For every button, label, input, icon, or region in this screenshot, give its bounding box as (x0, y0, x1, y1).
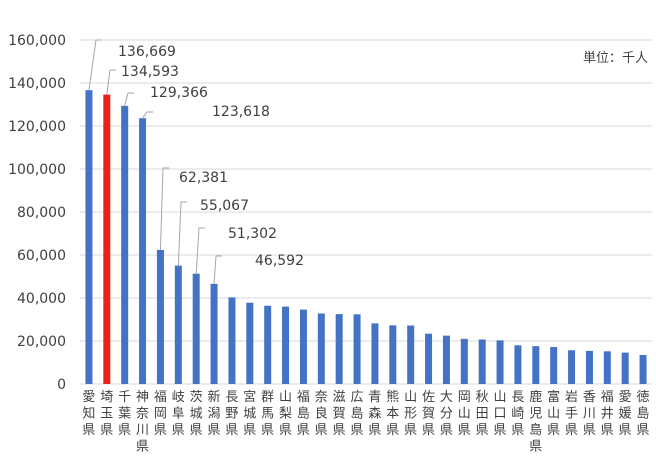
x-category-label: 山形県 (404, 390, 417, 438)
callout-line (177, 201, 187, 266)
bar (514, 345, 522, 384)
x-category-label: 福島県 (297, 390, 310, 438)
callout-line (159, 167, 169, 250)
bar (317, 313, 325, 384)
bar (532, 346, 540, 384)
x-category-label: 奈良県 (315, 390, 328, 438)
bar (425, 333, 433, 384)
data-label: 123,618 (212, 104, 270, 120)
bar (389, 325, 397, 384)
x-category-label: 岩手県 (565, 390, 578, 438)
bar (371, 323, 379, 384)
x-category-label: 神奈川県 (136, 390, 149, 455)
y-tick-label: 100,000 (8, 162, 66, 178)
y-tick-label: 0 (57, 377, 66, 393)
callout-line (106, 69, 116, 95)
y-axis-ticks: 0 20,000 40,000 60,000 80,000 100,000 120,000 1… (8, 33, 66, 393)
x-category-label: 大分県 (440, 390, 453, 438)
x-category-label: 秋田県 (476, 390, 489, 438)
bar (603, 351, 611, 384)
bar (335, 314, 343, 384)
y-tick-label: 40,000 (17, 291, 66, 307)
x-category-label: 福岡県 (154, 390, 167, 438)
y-tick-label: 140,000 (8, 76, 66, 92)
bar (353, 314, 361, 384)
x-category-label: 鹿児島県 (529, 389, 542, 455)
x-category-label: 茨城県 (190, 390, 203, 438)
bar (496, 340, 504, 384)
x-category-label: 群馬県 (261, 390, 274, 438)
x-category-label: 福井県 (601, 390, 614, 438)
bar (568, 350, 576, 384)
callout-line (88, 39, 102, 91)
x-category-label: 千葉県 (118, 390, 131, 438)
x-category-label: 長崎県 (511, 390, 524, 438)
x-category-label: 愛媛県 (619, 390, 632, 438)
bar (139, 118, 147, 384)
data-label: 136,669 (118, 44, 176, 60)
callout-line (124, 92, 134, 106)
y-tick-label: 60,000 (17, 248, 66, 264)
bar (210, 283, 218, 384)
bar (621, 352, 629, 384)
callout-line (213, 255, 222, 284)
x-category-label: 山梨県 (279, 390, 292, 438)
bar (478, 339, 486, 384)
y-tick-label: 20,000 (17, 334, 66, 350)
x-axis-categories: 愛知県埼玉県千葉県神奈川県福岡県岐阜県茨城県新潟県長野県宮城県群馬県山梨県福島県… (82, 389, 649, 455)
bar (121, 105, 129, 384)
x-category-label: 滋賀県 (333, 390, 346, 438)
bar (282, 306, 290, 384)
bar (103, 94, 111, 384)
bar (85, 90, 93, 384)
bar (156, 249, 164, 384)
bars (85, 90, 647, 384)
bar (174, 265, 182, 384)
x-category-label: 長野県 (225, 390, 238, 438)
x-category-label: 香川県 (583, 390, 596, 438)
data-label: 51,302 (228, 226, 277, 242)
x-category-label: 青森県 (368, 390, 381, 438)
data-label: 46,592 (255, 253, 304, 269)
bar (442, 335, 450, 384)
data-label: 129,366 (150, 85, 208, 101)
y-tick-label: 160,000 (8, 33, 66, 49)
bar (299, 309, 307, 384)
x-category-label: 徳島県 (637, 390, 650, 438)
bar (639, 354, 647, 384)
bar (585, 350, 593, 384)
x-category-label: 埼玉県 (100, 390, 113, 438)
x-category-label: 新潟県 (208, 389, 221, 438)
data-label: 55,067 (200, 198, 249, 214)
x-category-label: 岐阜県 (172, 390, 185, 438)
bar (228, 297, 236, 384)
bar (246, 302, 254, 384)
y-tick-label: 120,000 (8, 119, 66, 135)
callout-line (142, 111, 153, 119)
x-category-label: 愛知県 (82, 390, 95, 438)
x-category-label: 岡山県 (458, 390, 471, 438)
unit-label: 単位：千人 (583, 50, 648, 66)
x-category-label: 山口県 (494, 390, 507, 438)
x-category-label: 広島県 (351, 390, 364, 438)
x-category-label: 富山県 (547, 389, 560, 438)
x-category-label: 熊本県 (386, 389, 399, 438)
callout-line (195, 227, 205, 274)
bar (264, 305, 272, 384)
y-tick-label: 80,000 (17, 205, 66, 221)
bar (192, 273, 200, 384)
bar (460, 338, 468, 384)
data-label: 134,593 (121, 64, 179, 80)
x-category-label: 宮城県 (243, 389, 256, 438)
bar (550, 347, 558, 384)
data-label: 62,381 (179, 170, 228, 186)
x-category-label: 佐賀県 (422, 390, 435, 438)
bar (407, 325, 415, 384)
